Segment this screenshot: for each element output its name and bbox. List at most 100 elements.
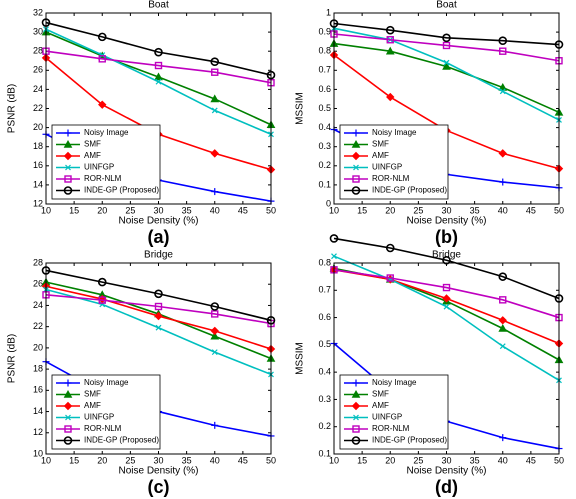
legend-label: AMF — [372, 401, 389, 410]
data-point — [386, 92, 395, 102]
data-point — [210, 94, 220, 103]
data-point — [499, 47, 507, 55]
series-line — [333, 22, 560, 46]
legend-marker — [353, 164, 359, 171]
panel-label: (d) — [435, 477, 458, 497]
y-tick-label: 0 — [326, 198, 331, 208]
legend-marker — [64, 379, 72, 387]
x-tick-label: 15 — [69, 455, 79, 465]
data-point — [442, 33, 451, 43]
data-point — [443, 59, 450, 66]
y-tick-label: 0.3 — [318, 141, 331, 151]
marker-part — [498, 36, 508, 45]
legend: Noisy Image SMF AMF UINFGP ROR-NLM INDE-GP (P… — [51, 374, 161, 450]
legend-box — [51, 124, 161, 200]
legend-marker — [64, 129, 72, 137]
legend-marker — [351, 401, 361, 411]
marker-part — [351, 151, 361, 161]
y-tick-label: 0.1 — [318, 448, 331, 458]
data-point — [155, 324, 162, 331]
x-tick-label: 25 — [125, 455, 135, 465]
y-tick-label: 28 — [33, 46, 43, 56]
y-tick-label: 12 — [33, 198, 43, 208]
y-tick-label: 0.7 — [318, 285, 331, 295]
y-tick-label: 20 — [33, 122, 43, 132]
y-tick-label: 1 — [326, 7, 331, 17]
marker-part — [443, 59, 450, 66]
x-tick-label: 30 — [441, 205, 451, 215]
series-line — [45, 21, 272, 76]
chart-title: Bridge — [144, 250, 173, 261]
marker-part — [154, 302, 163, 311]
y-tick-label: 0.2 — [318, 160, 331, 170]
legend-label: INDE-GP (Proposed) — [84, 186, 159, 195]
marker-part — [154, 72, 163, 81]
y-tick-label: 14 — [33, 406, 43, 416]
marker-part — [353, 164, 359, 171]
marker-part — [331, 253, 337, 260]
y-tick-label: 24 — [33, 300, 43, 310]
data-point — [211, 421, 219, 429]
x-tick-label: 45 — [238, 205, 248, 215]
legend-marker — [63, 186, 73, 195]
data-point — [154, 302, 163, 311]
data-point — [154, 61, 163, 70]
marker-part — [211, 310, 219, 318]
marker-part — [386, 92, 395, 102]
panel-label: (a) — [148, 227, 170, 247]
marker-part — [385, 46, 395, 55]
legend-label: SMF — [372, 390, 389, 399]
marker-part — [210, 326, 219, 336]
data-point — [499, 178, 507, 186]
data-point — [499, 296, 507, 304]
legend-label: SMF — [84, 140, 101, 149]
data-point — [442, 294, 451, 303]
data-point — [442, 255, 451, 265]
data-point — [499, 343, 506, 350]
legend-label: Noisy Image — [84, 128, 129, 137]
data-point — [329, 234, 339, 243]
data-point — [210, 57, 220, 67]
legend-marker — [351, 151, 361, 161]
x-tick-label: 35 — [182, 205, 192, 215]
x-tick-label: 15 — [69, 205, 79, 215]
marker-part — [210, 331, 220, 340]
marker-part — [442, 33, 451, 43]
data-point — [498, 323, 508, 332]
panel-label: (c) — [148, 477, 170, 497]
x-tick-label: 30 — [153, 205, 163, 215]
marker-part — [385, 243, 395, 253]
marker-part — [154, 47, 163, 57]
data-point — [385, 243, 395, 253]
data-point — [498, 272, 508, 281]
data-point — [210, 326, 219, 336]
marker-part — [97, 277, 107, 287]
data-point — [498, 316, 507, 325]
x-axis-label: Noise Density (%) — [118, 216, 198, 227]
x-tick-label: 30 — [153, 455, 163, 465]
data-point — [154, 47, 163, 57]
y-tick-label: 0.8 — [318, 257, 331, 267]
x-tick-label: 40 — [498, 455, 508, 465]
data-point — [97, 277, 107, 287]
x-tick-label: 25 — [413, 205, 423, 215]
x-axis-label: Noise Density (%) — [406, 466, 486, 477]
data-point — [98, 296, 106, 304]
y-tick-label: 0.6 — [318, 312, 331, 322]
marker-part — [386, 274, 394, 282]
data-point — [211, 349, 218, 356]
marker-part — [97, 32, 107, 42]
marker-part — [498, 323, 508, 332]
legend: Noisy Image SMF AMF UINFGP ROR-NLM INDE-GP (P… — [339, 124, 449, 200]
marker-part — [154, 311, 163, 321]
legend-marker — [351, 139, 361, 148]
legend-box — [339, 374, 449, 450]
marker-part — [498, 316, 507, 325]
series-line — [333, 33, 560, 62]
marker-part — [351, 139, 361, 148]
marker-part — [442, 61, 451, 70]
y-tick-label: 32 — [33, 7, 43, 17]
legend-label: UINFGP — [84, 413, 114, 422]
marker-part — [63, 401, 73, 411]
data-point — [211, 188, 219, 196]
